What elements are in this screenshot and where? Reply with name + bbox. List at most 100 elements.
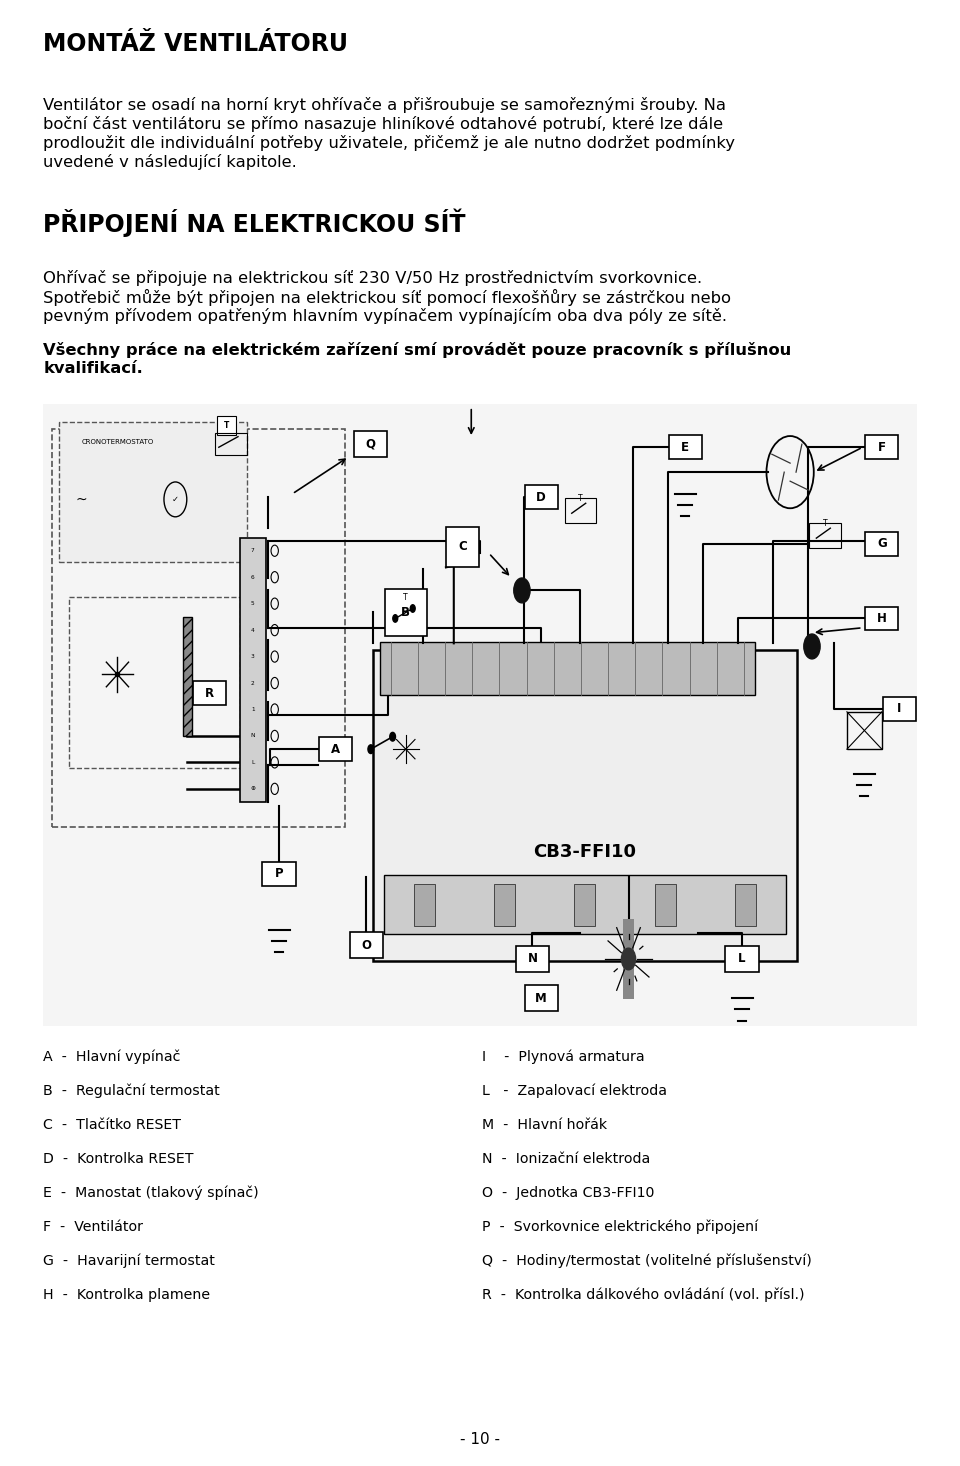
FancyBboxPatch shape: [865, 532, 899, 556]
Text: L: L: [738, 953, 746, 966]
Text: E: E: [682, 441, 689, 454]
Text: R: R: [204, 686, 214, 699]
Bar: [384, 875, 785, 934]
Text: P: P: [275, 868, 283, 880]
FancyBboxPatch shape: [726, 946, 758, 972]
Bar: [847, 712, 882, 749]
Text: A: A: [331, 743, 341, 755]
Circle shape: [393, 614, 397, 622]
Text: MONTÁŽ VENTILÁTORU: MONTÁŽ VENTILÁTORU: [43, 32, 348, 56]
Text: L   -  Zapalovací elektroda: L - Zapalovací elektroda: [482, 1083, 667, 1098]
Bar: [655, 884, 676, 925]
Text: T: T: [224, 421, 229, 430]
FancyBboxPatch shape: [883, 696, 916, 720]
Text: H  -  Kontrolka plamene: H - Kontrolka plamene: [43, 1287, 210, 1302]
Text: ~: ~: [76, 493, 87, 506]
Bar: [623, 919, 634, 998]
Text: 3: 3: [251, 654, 254, 660]
Text: E  -  Manostat (tlakový spínač): E - Manostat (tlakový spínač): [43, 1186, 259, 1201]
FancyBboxPatch shape: [385, 589, 426, 636]
Text: A  -  Hlavní vypínač: A - Hlavní vypínač: [43, 1050, 180, 1064]
Text: D: D: [537, 491, 546, 503]
FancyBboxPatch shape: [516, 946, 549, 972]
Circle shape: [390, 733, 396, 742]
Text: M: M: [536, 991, 547, 1004]
FancyBboxPatch shape: [865, 607, 899, 630]
Text: N: N: [251, 733, 255, 739]
Text: N  -  Ionizační elektroda: N - Ionizační elektroda: [482, 1152, 650, 1165]
FancyBboxPatch shape: [193, 682, 226, 705]
Bar: [183, 617, 192, 736]
Text: I: I: [898, 702, 901, 715]
Text: P  -  Svorkovnice elektrického připojení: P - Svorkovnice elektrického připojení: [482, 1220, 758, 1234]
Text: B  -  Regulační termostat: B - Regulační termostat: [43, 1083, 220, 1098]
Text: R  -  Kontrolka dálkového ovládání (vol. přísl.): R - Kontrolka dálkového ovládání (vol. p…: [482, 1287, 804, 1302]
Text: CRONOTERMOSTATO: CRONOTERMOSTATO: [82, 440, 154, 446]
Text: I    -  Plynová armatura: I - Plynová armatura: [482, 1050, 644, 1064]
Text: T: T: [403, 592, 408, 601]
FancyBboxPatch shape: [524, 985, 558, 1012]
Text: H: H: [876, 611, 887, 625]
Text: CB3-FFI10: CB3-FFI10: [534, 843, 636, 861]
FancyBboxPatch shape: [524, 485, 558, 509]
Text: O  -  Jednotka CB3-FFI10: O - Jednotka CB3-FFI10: [482, 1186, 655, 1199]
FancyBboxPatch shape: [349, 932, 383, 959]
Bar: [43, 403, 917, 1026]
Text: G: G: [877, 537, 887, 550]
Text: B: B: [401, 605, 410, 619]
Text: C: C: [458, 541, 467, 553]
Text: 6: 6: [252, 575, 254, 579]
Text: boční část ventilátoru se přímo nasazuje hliníkové odtahové potrubí, které lze d: boční část ventilátoru se přímo nasazuje…: [43, 116, 723, 132]
Bar: [735, 884, 756, 925]
Text: C  -  Tlačítko RESET: C - Tlačítko RESET: [43, 1117, 181, 1132]
Text: G  -  Havarijní termostat: G - Havarijní termostat: [43, 1253, 215, 1268]
Text: F  -  Ventilátor: F - Ventilátor: [43, 1220, 143, 1234]
Bar: [574, 884, 595, 925]
Text: Ventilátor se osadí na horní kryt ohřívače a přišroubuje se samořeznými šrouby. : Ventilátor se osadí na horní kryt ohříva…: [43, 97, 726, 113]
Text: N: N: [527, 953, 538, 966]
FancyBboxPatch shape: [865, 435, 899, 459]
Text: kvalifikací.: kvalifikací.: [43, 361, 143, 377]
FancyBboxPatch shape: [320, 737, 352, 761]
Text: O: O: [361, 938, 372, 951]
Text: Všechny práce na elektrickém zařízení smí provádět pouze pracovník s přílušnou: Všechny práce na elektrickém zařízení sm…: [43, 342, 791, 358]
Circle shape: [804, 633, 820, 658]
FancyBboxPatch shape: [354, 431, 388, 457]
Text: pevným přívodem opatřeným hlavním vypínačem vypínajícím oba dva póly ze sítě.: pevným přívodem opatřeným hlavním vypína…: [43, 308, 728, 324]
FancyBboxPatch shape: [669, 435, 702, 459]
Bar: [564, 498, 596, 523]
Text: 2: 2: [251, 680, 254, 686]
Text: Spotřebič může být připojen na elektrickou síť pomocí flexošňůry se zástrčkou ne: Spotřebič může být připojen na elektrick…: [43, 289, 732, 306]
Text: ✓: ✓: [172, 496, 179, 504]
Text: T: T: [578, 494, 583, 503]
Text: prodloužit dle individuální potřeby uživatele, přičemž je ale nutno dodržet podm: prodloužit dle individuální potřeby uživ…: [43, 135, 735, 151]
Text: Q: Q: [366, 438, 375, 450]
Text: Q  -  Hodiny/termostat (volitelné příslušenství): Q - Hodiny/termostat (volitelné přísluše…: [482, 1253, 811, 1268]
Text: 4: 4: [251, 627, 254, 633]
Bar: [414, 884, 435, 925]
Text: PŘIPOJENÍ NA ELEKTRICKOU SÍŤ: PŘIPOJENÍ NA ELEKTRICKOU SÍŤ: [43, 208, 466, 237]
FancyBboxPatch shape: [59, 422, 247, 563]
Bar: [494, 884, 515, 925]
FancyBboxPatch shape: [262, 862, 296, 885]
Text: 1: 1: [252, 707, 254, 712]
Circle shape: [514, 578, 530, 603]
Circle shape: [621, 949, 636, 970]
Circle shape: [410, 605, 415, 613]
Text: M  -  Hlavní hořák: M - Hlavní hořák: [482, 1117, 607, 1132]
Bar: [809, 523, 841, 548]
Text: 7: 7: [251, 548, 254, 553]
Text: 5: 5: [251, 601, 254, 605]
Text: F: F: [877, 441, 886, 454]
Text: ⊕: ⊕: [251, 786, 255, 792]
Circle shape: [368, 745, 373, 754]
Bar: [240, 538, 266, 802]
Text: Ohřívač se připojuje na elektrickou síť 230 V/50 Hz prostřednictvím svorkovnice.: Ohřívač se připojuje na elektrickou síť …: [43, 270, 703, 286]
Text: D  -  Kontrolka RESET: D - Kontrolka RESET: [43, 1152, 194, 1165]
FancyBboxPatch shape: [373, 649, 797, 960]
Bar: [215, 432, 247, 456]
Text: L: L: [252, 759, 254, 765]
Text: uvedené v následující kapitole.: uvedené v následující kapitole.: [43, 154, 297, 170]
Bar: [379, 642, 756, 695]
FancyBboxPatch shape: [446, 526, 479, 567]
